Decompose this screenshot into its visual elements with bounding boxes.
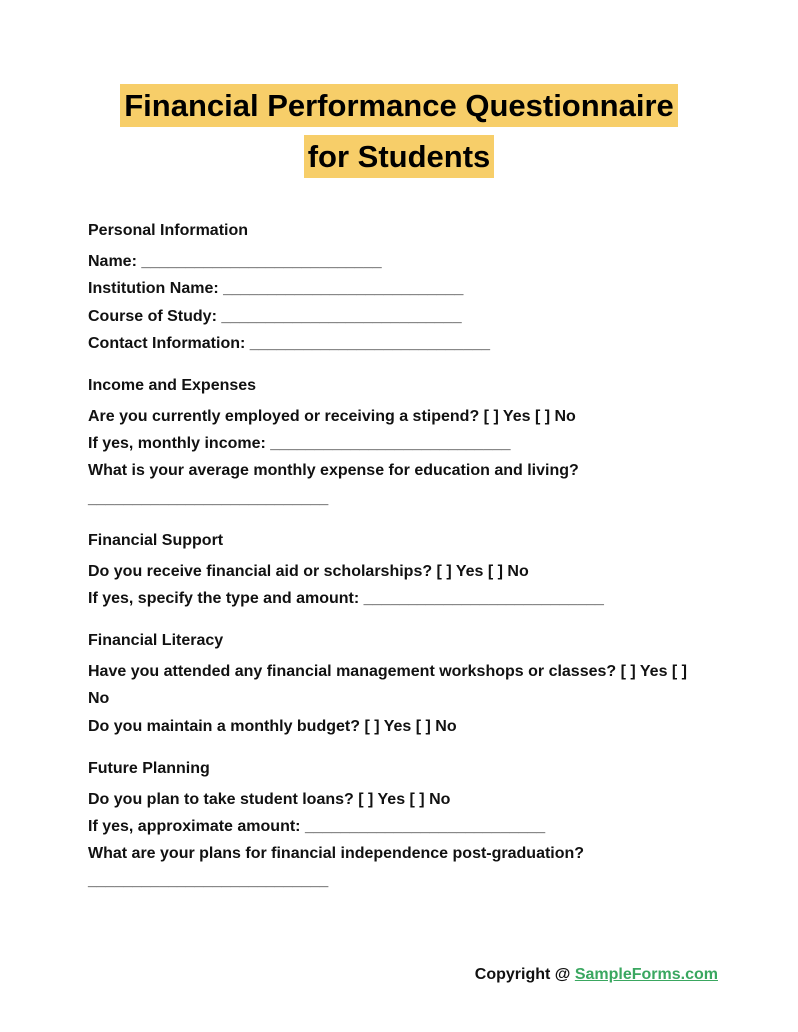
section-heading-literacy: Financial Literacy [88,632,710,650]
institution-label: Institution Name: [88,280,223,297]
expense-blank-line: ___________________________ [88,485,710,512]
field-monthly-income: If yes, monthly income: ________________… [88,430,710,457]
question-aid[interactable]: Do you receive financial aid or scholars… [88,558,710,585]
amount-blank[interactable]: ___________________________ [305,818,545,835]
specify-label: If yes, specify the type and amount: [88,590,364,607]
name-label: Name: [88,253,141,270]
field-loan-amount: If yes, approximate amount: ____________… [88,813,710,840]
document-page: Financial Performance Questionnaire for … [0,0,798,894]
question-plans: What are your plans for financial indepe… [88,840,710,867]
field-institution: Institution Name: ______________________… [88,275,710,302]
contact-label: Contact Information: [88,335,250,352]
field-course: Course of Study: _______________________… [88,303,710,330]
plans-blank[interactable]: ___________________________ [88,872,328,889]
income-label: If yes, monthly income: [88,435,270,452]
income-blank[interactable]: ___________________________ [270,435,510,452]
footer: Copyright @ SampleForms.com [475,966,718,984]
field-contact: Contact Information: ___________________… [88,330,710,357]
question-loans[interactable]: Do you plan to take student loans? [ ] Y… [88,786,710,813]
amount-label: If yes, approximate amount: [88,818,305,835]
section-heading-personal: Personal Information [88,222,710,240]
course-blank[interactable]: ___________________________ [221,308,461,325]
question-budget[interactable]: Do you maintain a monthly budget? [ ] Ye… [88,713,710,740]
question-employed[interactable]: Are you currently employed or receiving … [88,403,710,430]
section-heading-support: Financial Support [88,532,710,550]
section-heading-income: Income and Expenses [88,377,710,395]
copyright-text: Copyright @ [475,966,575,983]
institution-blank[interactable]: ___________________________ [223,280,463,297]
title-line-2: for Students [304,135,495,178]
footer-link[interactable]: SampleForms.com [575,966,718,983]
section-heading-future: Future Planning [88,760,710,778]
field-specify: If yes, specify the type and amount: ___… [88,585,710,612]
plans-blank-line: ___________________________ [88,867,710,894]
question-workshop[interactable]: Have you attended any financial manageme… [88,658,710,712]
question-expense: What is your average monthly expense for… [88,457,710,484]
field-name: Name: ___________________________ [88,248,710,275]
page-title: Financial Performance Questionnaire for … [88,80,710,182]
expense-blank[interactable]: ___________________________ [88,490,328,507]
title-line-1: Financial Performance Questionnaire [120,84,678,127]
course-label: Course of Study: [88,308,221,325]
name-blank[interactable]: ___________________________ [141,253,381,270]
contact-blank[interactable]: ___________________________ [250,335,490,352]
specify-blank[interactable]: ___________________________ [364,590,604,607]
